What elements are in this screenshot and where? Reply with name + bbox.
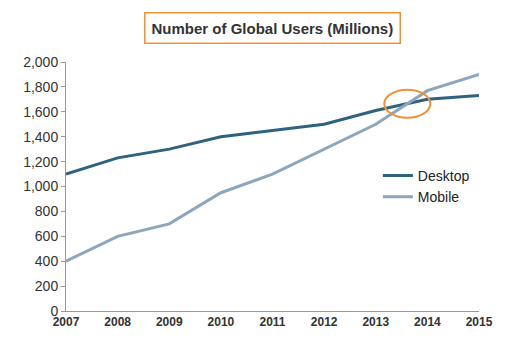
svg-text:800: 800 <box>35 203 59 219</box>
svg-text:2007: 2007 <box>53 315 80 329</box>
svg-text:0: 0 <box>50 303 58 319</box>
svg-text:2012: 2012 <box>311 315 338 329</box>
svg-text:2015: 2015 <box>466 315 493 329</box>
svg-text:1,000: 1,000 <box>23 178 58 194</box>
svg-text:2011: 2011 <box>259 315 285 329</box>
svg-text:200: 200 <box>35 278 59 294</box>
svg-text:2,000: 2,000 <box>23 54 58 70</box>
svg-text:Desktop: Desktop <box>418 168 470 184</box>
svg-text:600: 600 <box>35 228 59 244</box>
svg-text:2013: 2013 <box>362 315 389 329</box>
svg-text:1,600: 1,600 <box>23 104 58 120</box>
svg-text:2014: 2014 <box>414 315 441 329</box>
svg-text:2010: 2010 <box>208 315 235 329</box>
svg-text:1,800: 1,800 <box>23 79 58 95</box>
svg-text:2008: 2008 <box>104 315 131 329</box>
svg-text:400: 400 <box>35 253 59 269</box>
svg-text:2009: 2009 <box>156 315 183 329</box>
svg-text:1,400: 1,400 <box>23 129 58 145</box>
svg-text:Number of Global Users (Millio: Number of Global Users (Millions) <box>152 20 394 37</box>
svg-text:1,200: 1,200 <box>23 154 58 170</box>
svg-text:Mobile: Mobile <box>418 189 459 205</box>
